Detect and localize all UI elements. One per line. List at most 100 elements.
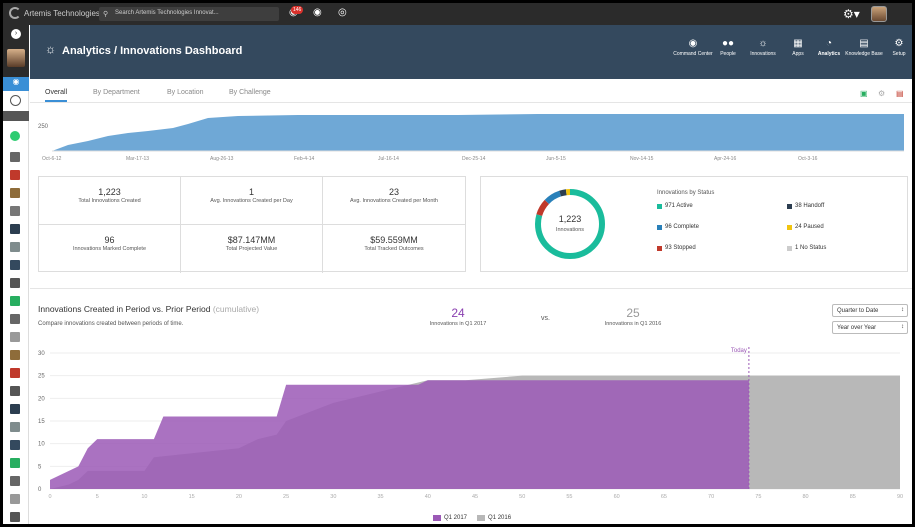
app-icon[interactable] [10,206,20,216]
legend-swatch [787,203,792,209]
globe-icon[interactable]: ◎ [338,7,347,18]
x-tick-label: 50 [519,494,525,500]
add-icon[interactable] [10,131,20,141]
command-center-icon: ◉ [688,38,698,49]
legend-q1-2016[interactable]: Q1 2016 [477,515,511,521]
app-icon[interactable] [10,512,20,522]
app-icon[interactable] [10,386,20,396]
nav-analytics[interactable]: ◔ Analytics [809,38,849,57]
nav-apps[interactable]: ▦ Apps [778,38,818,57]
stat-label: Total Projected Value [225,246,278,252]
nav-innovations[interactable]: ☼ Innovations [743,38,783,57]
timeline-tick-label: Jul-16-14 [378,156,399,162]
book-icon: ▤ [859,38,869,49]
app-icon[interactable] [10,494,20,504]
legend-swatch [477,515,486,521]
bulb-icon: ☼ [45,42,56,56]
period-select[interactable]: Quarter to Date ↕ [832,304,908,317]
search-input[interactable]: ⚲ Search Artemis Technologies Innovat... [99,7,279,21]
legend-label: 93 Stopped [665,245,696,251]
legend-label: 971 Active [665,203,693,209]
app-icon[interactable] [10,152,20,162]
nav-command-center[interactable]: ◉ Command Center [673,38,713,57]
timeline-tick-label: Nov-14-15 [630,156,654,162]
x-tick-label: 45 [472,494,478,500]
settings-gear-icon[interactable]: ⚙▾ [843,7,860,21]
nav-setup[interactable]: ⚙ Setup [879,38,912,57]
app-icon[interactable] [10,332,20,342]
app-icon[interactable] [10,422,20,432]
x-tick-label: 75 [755,494,761,500]
legend-active: 971 Active [657,203,693,209]
app-icon[interactable] [10,278,20,288]
legend-no-status: 1 No Status [787,245,826,251]
legend-swatch [657,224,662,230]
legend-label: Q1 2017 [444,515,468,521]
app-icon[interactable] [10,260,20,270]
nav-knowledge-base[interactable]: ▤ Knowledge Base [844,38,884,57]
user-avatar[interactable] [871,6,887,22]
top-bar: Artemis Technologies ⚲ Search Artemis Te… [3,3,912,25]
apps-icon: ▦ [793,38,803,49]
y-tick-label: 10 [38,442,45,448]
stat-value: 96 [104,235,115,245]
stat-value: $59.559MM [370,235,418,245]
x-tick-label: 0 [48,494,51,500]
app-icon[interactable] [10,314,20,324]
app-icon[interactable] [10,458,20,468]
app-icon[interactable] [10,242,20,252]
app-icon[interactable] [10,476,20,486]
vs-label: vs. [541,315,550,322]
x-tick-label: 10 [141,494,147,500]
legend-label: 96 Complete [665,224,700,230]
app-icon[interactable] [10,170,20,180]
legend-q1-2017[interactable]: Q1 2017 [433,515,467,521]
y-tick-label: 15 [38,419,45,425]
x-tick-label: 55 [566,494,572,500]
left-sidebar: › ◉ [3,25,29,524]
collapse-arrow-icon[interactable]: › [11,29,21,39]
app-icon[interactable] [10,224,20,234]
tab-by-location[interactable]: By Location [167,89,204,96]
timeline-tick-label: Oct-3-16 [798,156,818,162]
donut-slice[interactable] [535,189,605,259]
stat-value: 23 [388,187,399,197]
sidebar-avatar[interactable] [7,49,25,67]
app-icon[interactable] [10,350,20,360]
compare-select[interactable]: Year over Year ↕ [832,321,908,334]
app-icon[interactable] [10,296,20,306]
excel-export-icon[interactable]: ▣ [860,89,868,98]
timeline-tick-label: Feb-4-14 [294,156,315,162]
x-tick-label: 70 [708,494,714,500]
stat-label: Total Tracked Outcomes [364,246,424,252]
brand-logo[interactable]: Artemis Technologies [9,7,100,19]
timeline-y-label: 250 [38,124,49,130]
clock-icon[interactable] [10,95,21,106]
x-tick-label: 30 [330,494,336,500]
timeline-tick-label: Mar-17-13 [126,156,150,162]
tab-by-challenge[interactable]: By Challenge [229,89,271,96]
logo-icon [9,7,21,19]
current-period-value: 24 [451,306,465,320]
current-period-label: Innovations in Q1 2017 [429,321,487,327]
nav-label: People [720,51,736,57]
dashboard-icon[interactable]: ◉ [3,77,29,91]
chat-icon[interactable]: ◉ [313,7,322,18]
nav-people[interactable]: ●● People [708,38,748,57]
tab-by-department[interactable]: By Department [93,89,140,96]
period-cumulative-label: (cumulative) [212,304,260,314]
tab-overall[interactable]: Overall [45,89,68,102]
y-tick-label: 0 [38,487,42,493]
x-tick-label: 60 [614,494,620,500]
today-label: Today [731,348,747,354]
app-icon[interactable] [10,368,20,378]
x-tick-label: 20 [236,494,242,500]
sidebar-header: › [3,25,29,81]
pdf-export-icon[interactable]: ▤ [896,89,904,98]
stat-label: Avg. Innovations Created per Month [350,198,438,204]
app-icon[interactable] [10,188,20,198]
app-icon[interactable] [10,440,20,450]
compare-select-value: Year over Year [837,325,877,331]
settings-icon[interactable]: ⚙ [878,89,886,98]
app-icon[interactable] [10,404,20,414]
